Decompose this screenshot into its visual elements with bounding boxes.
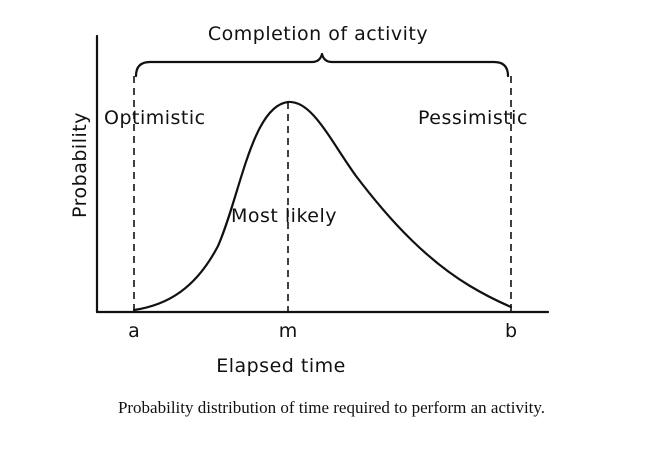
tick-b: b xyxy=(505,320,517,342)
y-axis-label: Probability xyxy=(69,112,91,218)
pessimistic-label: Pessimistic xyxy=(418,107,528,129)
x-axis-label: Elapsed time xyxy=(216,355,346,377)
tick-a: a xyxy=(128,320,140,342)
figure-caption: Probability distribution of time require… xyxy=(117,398,546,417)
completion-bracket xyxy=(134,52,510,78)
optimistic-label: Optimistic xyxy=(104,107,206,129)
bracket-label: Completion of activity xyxy=(208,23,428,45)
probability-curve xyxy=(132,100,513,312)
most-likely-label: Most likely xyxy=(231,205,337,227)
tick-m: m xyxy=(279,320,298,342)
